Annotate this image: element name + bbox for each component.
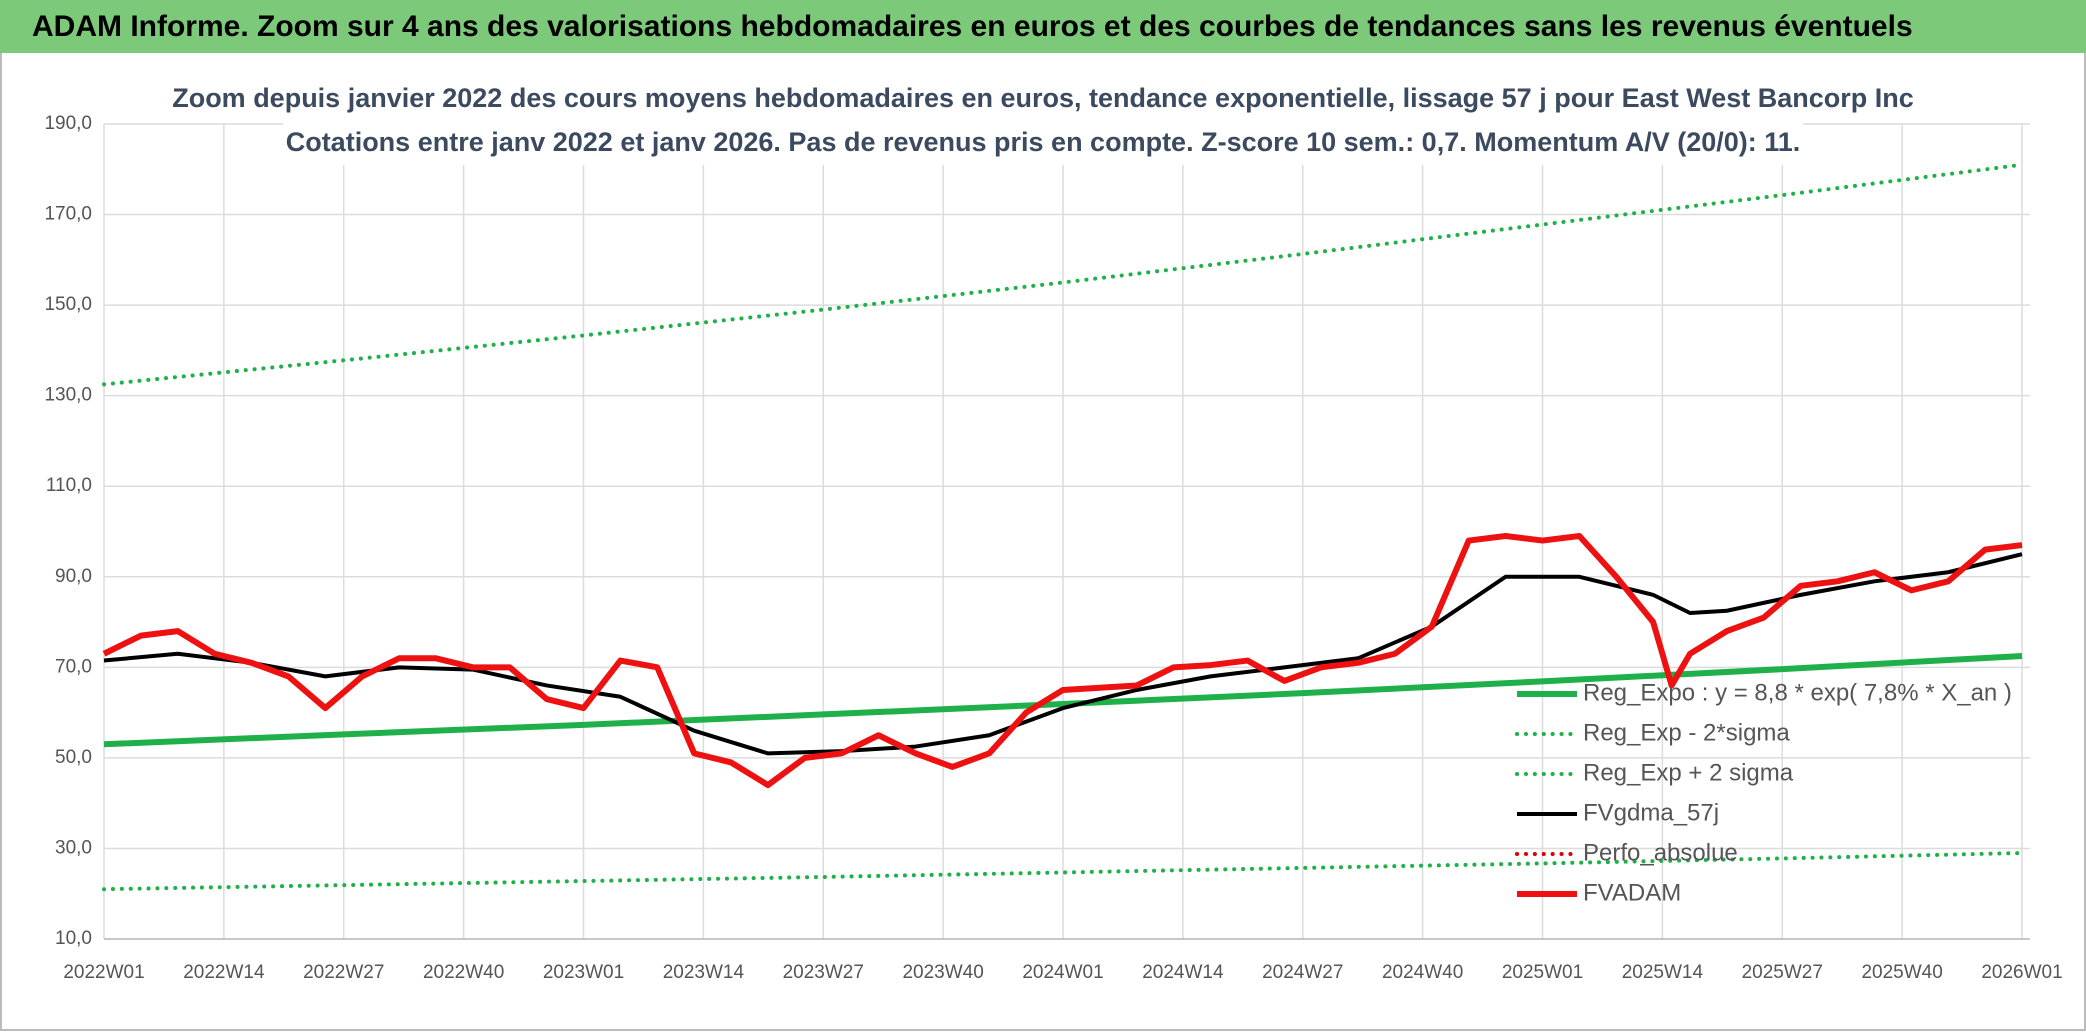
x-tick-label: 2024W27	[1262, 962, 1343, 983]
y-tick-label: 190,0	[44, 113, 92, 134]
legend-label: FVgdma_57j	[1583, 799, 1719, 826]
x-tick-label: 2025W27	[1742, 962, 1823, 983]
x-tick-label: 2023W14	[663, 962, 745, 983]
legend-label: Reg_Exp - 2*sigma	[1583, 719, 1790, 746]
x-tick-label: 2025W40	[1861, 962, 1942, 983]
x-tick-label: 2022W14	[183, 962, 265, 983]
x-tick-label: 2025W14	[1622, 962, 1704, 983]
x-tick-label: 2025W01	[1502, 962, 1583, 983]
y-tick-label: 50,0	[55, 747, 92, 768]
y-tick-label: 90,0	[55, 566, 92, 587]
series-line	[103, 552, 2023, 756]
chart-title: Zoom depuis janvier 2022 des cours moyen…	[172, 83, 1914, 113]
x-tick-label: 2024W01	[1022, 962, 1103, 983]
series-line	[102, 850, 2024, 892]
series-line	[102, 162, 2024, 387]
x-tick-label: 2023W40	[902, 962, 983, 983]
x-tick-label: 2022W01	[63, 962, 144, 983]
legend-label: Perfo_absolue	[1583, 839, 1738, 866]
y-tick-label: 10,0	[55, 928, 92, 949]
y-tick-label: 170,0	[44, 204, 92, 225]
header-title: ADAM Informe. Zoom sur 4 ans des valoris…	[32, 10, 1913, 43]
y-tick-label: 110,0	[46, 475, 92, 496]
header-bar	[0, 0, 2086, 53]
y-tick-label: 130,0	[44, 385, 92, 406]
legend-label: Reg_Exp + 2 sigma	[1583, 759, 1794, 786]
y-tick-label: 150,0	[44, 294, 92, 315]
x-tick-label: 2022W27	[303, 962, 384, 983]
grid: 10,0 30,0 50,0 70,0 90,0 110,0 130,0 150,0 170,0…	[44, 113, 2062, 983]
legend: Reg_Expo : y = 8,8 * exp( 7,8% * X_an ) R…	[1515, 679, 2012, 906]
series-line	[103, 653, 2023, 748]
chart-subtitle: Cotations entre janv 2022 et janv 2026. …	[286, 127, 1801, 157]
x-tick-label: 2022W40	[423, 962, 504, 983]
x-tick-label: 2023W27	[783, 962, 864, 983]
x-tick-label: 2026W01	[1981, 962, 2062, 983]
series-line	[102, 533, 2023, 789]
legend-label: FVADAM	[1583, 879, 1681, 906]
title-bg	[283, 80, 1803, 165]
y-tick-label: 70,0	[55, 656, 92, 677]
x-tick-label: 2024W14	[1142, 962, 1224, 983]
x-tick-label: 2023W01	[543, 962, 624, 983]
lines	[102, 162, 2024, 892]
legend-label: Reg_Expo : y = 8,8 * exp( 7,8% * X_an )	[1583, 679, 2012, 706]
y-tick-label: 30,0	[55, 837, 92, 858]
x-tick-label: 2024W40	[1382, 962, 1463, 983]
